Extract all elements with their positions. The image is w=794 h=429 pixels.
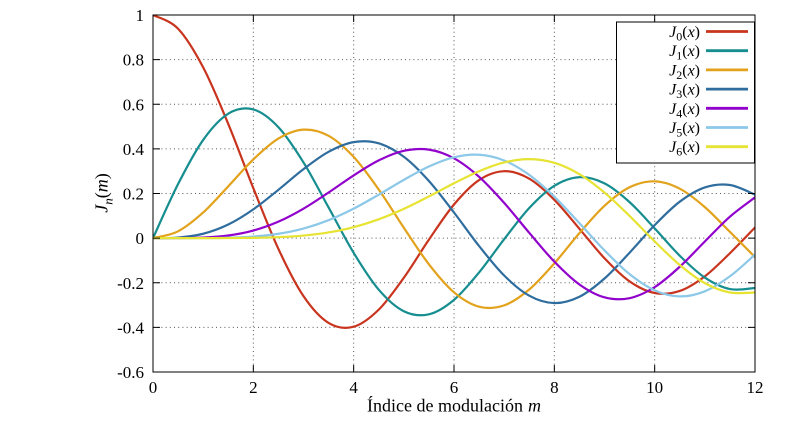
- legend-label: J6(x): [669, 139, 700, 159]
- y-tick-label: 1: [136, 6, 145, 25]
- y-tick-label: -0.4: [117, 318, 144, 337]
- series-line-J0(x): [153, 15, 755, 329]
- legend-box: [616, 21, 755, 164]
- y-tick-label: 0: [136, 229, 145, 248]
- y-axis-title-open: (: [91, 192, 112, 199]
- x-tick-label: 10: [646, 378, 663, 397]
- legend-label: J4(x): [669, 101, 700, 121]
- curves-layer: [153, 15, 755, 329]
- legend: J0(x)J1(x)J2(x)J3(x)J4(x)J5(x)J6(x): [616, 21, 755, 164]
- y-axis-title-close: ): [91, 173, 112, 180]
- y-tick-label: 0.8: [123, 51, 144, 70]
- y-tick-label: -0.6: [117, 363, 144, 382]
- legend-label: J0(x): [669, 24, 700, 44]
- legend-label: J3(x): [669, 82, 700, 102]
- y-tick-label: -0.2: [117, 274, 144, 293]
- series-line-J3(x): [153, 140, 755, 305]
- legend-label: J2(x): [669, 62, 700, 82]
- x-axis-title: Índice de modulación m: [367, 396, 541, 417]
- y-tick-label: 0.4: [123, 140, 145, 159]
- x-tick-label: 0: [149, 378, 158, 397]
- y-tick-label: 0.2: [123, 185, 144, 204]
- series-line-J2(x): [153, 128, 755, 310]
- x-tick-label: 8: [550, 378, 559, 397]
- legend-label: J1(x): [669, 43, 700, 63]
- x-tick-label: 4: [349, 378, 358, 397]
- y-axis-title-sub: n: [100, 198, 116, 205]
- series-line-J1(x): [153, 107, 755, 317]
- series-line-J6(x): [153, 158, 755, 295]
- x-axis-title-text: Índice de modulación: [367, 395, 523, 416]
- x-tick-label: 12: [747, 378, 764, 397]
- y-axis-title: Jn(m): [92, 173, 117, 213]
- x-tick-label: 6: [450, 378, 459, 397]
- x-tick-label: 2: [249, 378, 258, 397]
- series-line-J5(x): [153, 153, 755, 298]
- legend-label: J5(x): [669, 120, 700, 140]
- y-tick-label: 0.6: [123, 95, 144, 114]
- y-axis-title-base: J: [91, 204, 112, 213]
- axes-layer: 0 2 4 6 8 10 12 -0.6 -0.4 -0.2 0 0.2 0.4 0.6 0.8 1: [117, 6, 763, 397]
- x-axis-title-var: m: [527, 395, 541, 416]
- series-line-J4(x): [153, 147, 755, 301]
- y-axis-title-var: m: [91, 179, 112, 193]
